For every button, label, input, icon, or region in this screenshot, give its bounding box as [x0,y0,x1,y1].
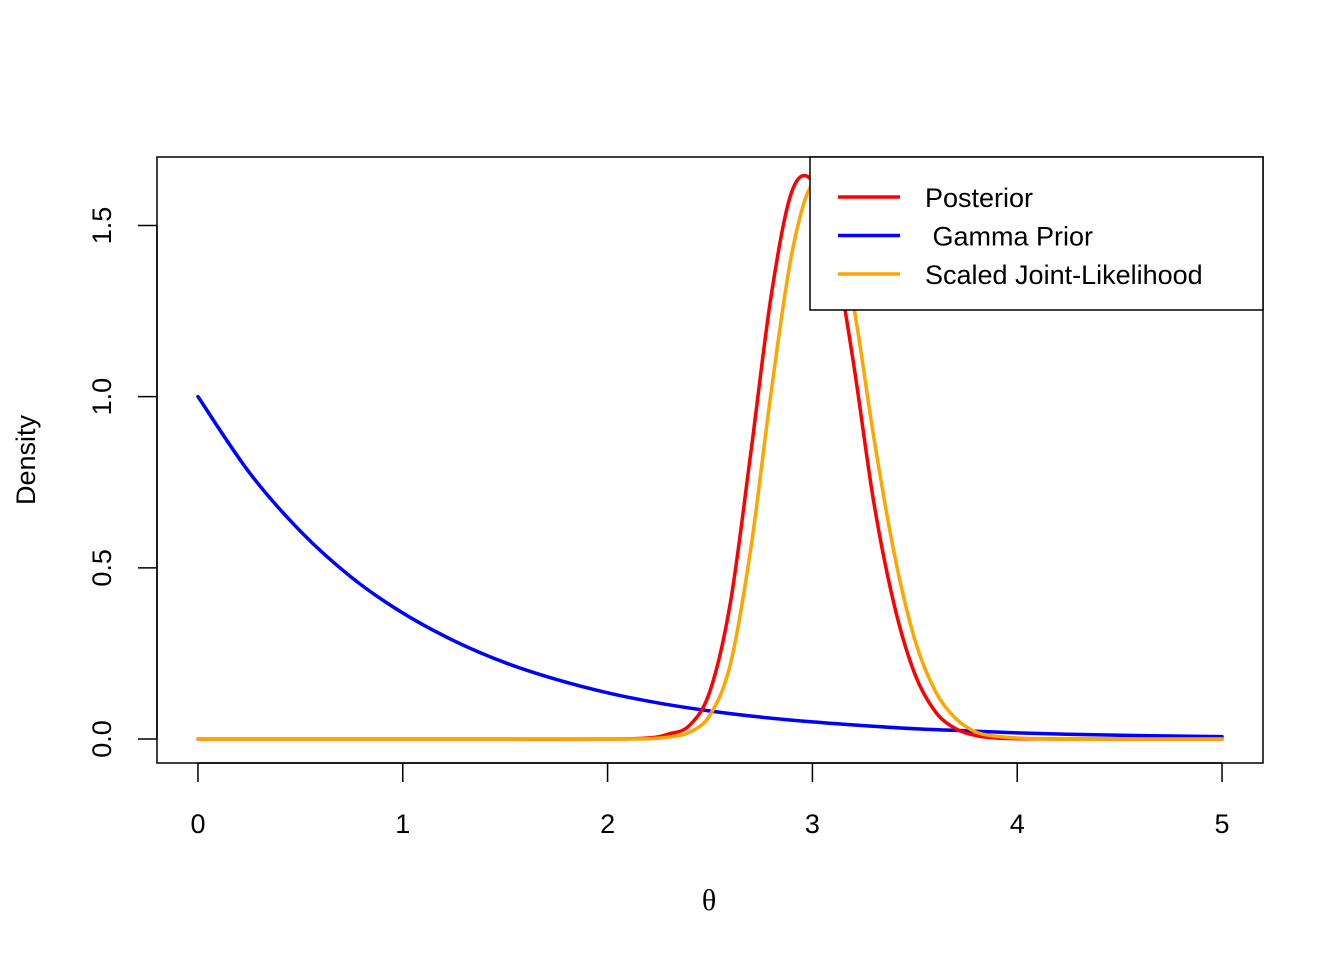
x-axis-label: θ [702,884,716,917]
y-axis-label: Density [11,414,41,505]
y-tick-label: 1.5 [87,207,117,245]
series-line-scaled-joint-likelihood [196,180,1224,741]
legend-label-scaled-joint-likelihood: Scaled Joint-Likelihood [925,260,1203,290]
legend-label-gamma-prior: Gamma Prior [925,222,1093,252]
x-tick-label: 0 [190,809,205,839]
series-lines [196,173,1224,741]
x-tick-label: 5 [1215,809,1230,839]
legend-box [809,156,1264,311]
legend: Posterior Gamma Prior Scaled Joint-Likeli… [809,156,1264,311]
x-tick-label: 1 [395,809,410,839]
legend-label-posterior: Posterior [925,183,1033,213]
x-tick-label: 2 [600,809,615,839]
y-axis: 0.0 0.5 1.0 1.5 [87,207,158,758]
y-tick-label: 1.0 [87,378,117,416]
x-axis: 0 1 2 3 4 5 [190,762,1230,839]
y-tick-label: 0.0 [87,720,117,758]
x-tick-label: 3 [805,809,820,839]
y-tick-label: 0.5 [87,549,117,587]
x-tick-label: 4 [1010,809,1025,839]
legend-items: Posterior Gamma Prior Scaled Joint-Likeli… [838,183,1203,290]
